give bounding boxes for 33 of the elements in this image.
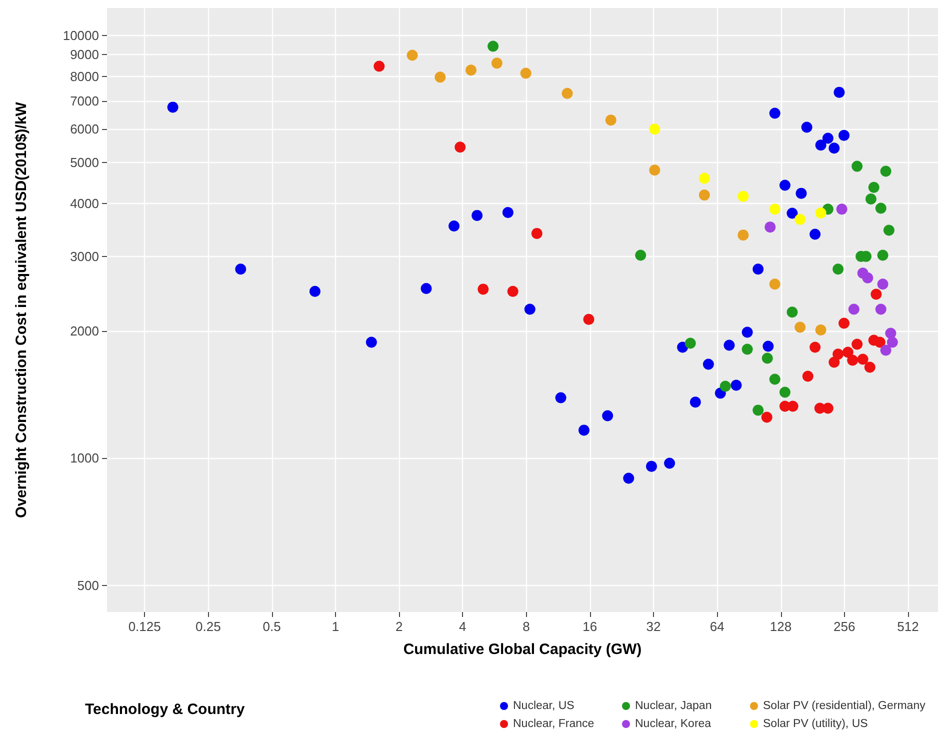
- x-tick-label: 512: [897, 619, 919, 634]
- y-tick-label: 8000: [70, 68, 99, 84]
- x-tick-label: 2: [395, 619, 403, 634]
- y-tick-label: 10000: [62, 28, 99, 43]
- x-axis-title: Cumulative Global Capacity (GW): [403, 641, 642, 658]
- y-tick-label: 7000: [70, 93, 99, 108]
- legend-label: Nuclear, Korea: [635, 718, 712, 730]
- y-axis-title: Overnight Construction Cost in equivalent USD(2010$)/kW: [13, 101, 30, 518]
- x-tick-label: 16: [582, 619, 598, 634]
- x-tick-label: 1: [332, 619, 340, 634]
- legend-label: Solar PV (residential), Germany: [763, 700, 926, 712]
- y-tick-label: 1000: [70, 450, 99, 466]
- legend-label: Nuclear, Japan: [635, 700, 712, 712]
- legend-label: Nuclear, US: [513, 700, 575, 712]
- y-tick-label: 6000: [70, 122, 99, 137]
- x-tick-label: 32: [646, 619, 661, 634]
- y-tick-label: 2000: [70, 323, 99, 338]
- x-tick-label: 0.125: [128, 619, 161, 634]
- legend-label: Solar PV (utility), US: [763, 718, 868, 730]
- y-tick-label: 500: [77, 578, 99, 594]
- x-tick-label: 64: [710, 619, 724, 634]
- y-tick-label: 9000: [70, 47, 99, 62]
- y-tick-label: 4000: [70, 196, 99, 212]
- legend-label: Nuclear, France: [513, 718, 594, 730]
- x-tick-label: 8: [522, 619, 530, 634]
- x-tick-label: 256: [834, 619, 856, 634]
- y-tick-label: 5000: [70, 155, 99, 170]
- legend-title: Technology & Country: [85, 701, 246, 718]
- x-tick-label: 128: [770, 619, 792, 634]
- x-tick-label: 0.5: [262, 619, 281, 634]
- y-tick-label: 3000: [70, 248, 99, 264]
- x-tick-label: 0.25: [196, 619, 221, 634]
- x-tick-label: 4: [459, 619, 466, 634]
